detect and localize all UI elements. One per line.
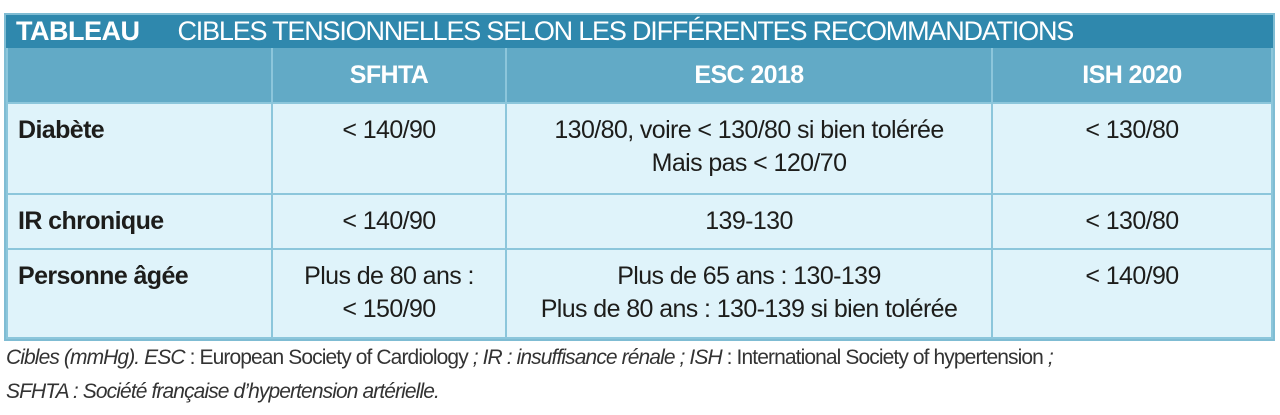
cell-esc: 130/80, voire < 130/80 si bien tolérée Ma… [505,102,993,195]
cell-esc: Plus de 65 ans : 130-139 Plus de 80 ans :… [505,248,993,339]
cell-line: < 140/90 [1085,262,1179,290]
cell-line: 139-130 [705,207,793,235]
table-row: Personne âgée Plus de 80 ans : < 150/90 P… [6,248,1273,339]
footnote-part: ; IR : insuffisance rénale ; ISH [467,346,723,369]
header-empty [6,48,273,104]
footnote-part: ; [1042,346,1054,369]
cell-esc: 139-130 [505,193,993,250]
recommendations-table: TABLEAU CIBLES TENSIONNELLES SELON LES D… [4,13,1275,341]
cell-line: < 150/90 [342,295,436,323]
cell-line: < 130/80 [1085,116,1179,144]
table-row: Diabète < 140/90 130/80, voire < 130/80 … [6,102,1273,195]
header-row: SFHTA ESC 2018 ISH 2020 [6,48,1273,104]
cell-line: Plus de 80 ans : 130-139 si bien tolérée [540,295,958,323]
footnote-part: : International Society of hypertension [721,346,1044,369]
row-label: Diabète [6,102,273,195]
header-esc-2018: ESC 2018 [505,48,993,104]
cell-ish: < 140/90 [991,248,1273,339]
cell-line: Mais pas < 120/70 [651,149,847,177]
cell-sfhta: < 140/90 [271,193,507,250]
row-label: IR chronique [6,193,273,250]
table-title-bar: TABLEAU CIBLES TENSIONNELLES SELON LES D… [6,15,1273,48]
row-label: Personne âgée [6,248,273,339]
cell-ish: < 130/80 [991,193,1273,250]
footnote-part: Cibles (mmHg). ESC [6,346,186,369]
cell-line: Plus de 80 ans : [304,262,474,290]
cell-line: < 140/90 [342,116,436,144]
footnote-part: SFHTA : Société française d’hypertension… [6,380,440,403]
cell-ish: < 130/80 [991,102,1273,195]
cell-sfhta: < 140/90 [271,102,507,195]
table-row: IR chronique < 140/90 139-130 < 130/80 [6,193,1273,250]
table-label: TABLEAU [16,16,140,46]
cell-sfhta: Plus de 80 ans : < 150/90 [271,248,507,339]
cell-line: < 130/80 [1085,207,1179,235]
footnote: Cibles (mmHg). ESC : European Society of… [6,341,1054,409]
cell-line: Plus de 65 ans : 130-139 [617,262,881,290]
footnote-part: : European Society of Cardiology [184,346,469,369]
header-ish-2020: ISH 2020 [991,48,1273,104]
cell-line: 130/80, voire < 130/80 si bien tolérée [554,116,944,144]
cell-line: < 140/90 [342,207,436,235]
header-sfhta: SFHTA [271,48,507,104]
table-title: CIBLES TENSIONNELLES SELON LES DIFFÉRENT… [177,16,1074,46]
